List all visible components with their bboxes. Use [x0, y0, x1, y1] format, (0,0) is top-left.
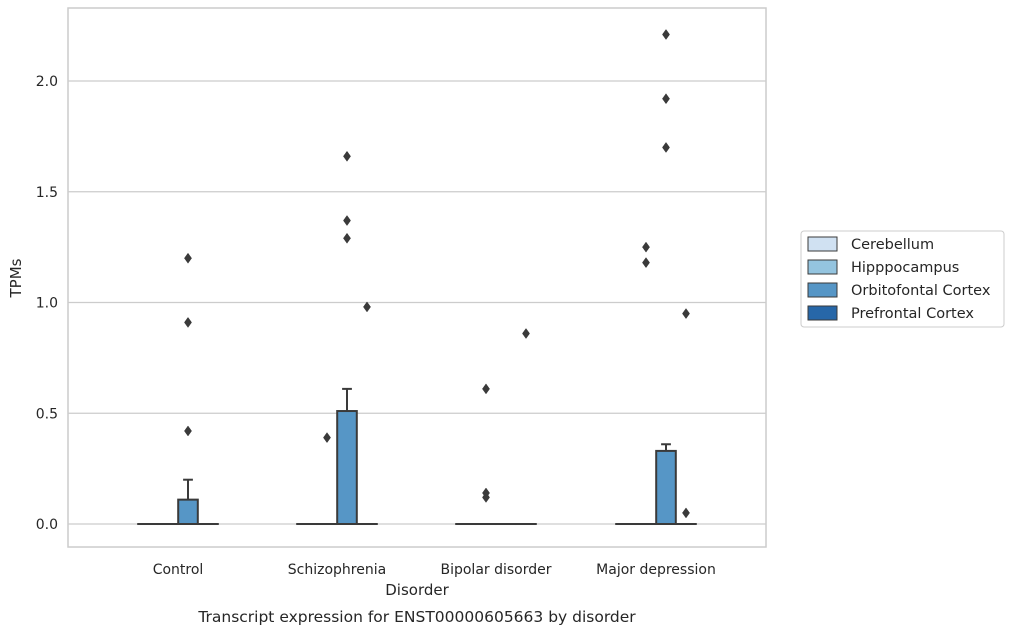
outlier-point [323, 432, 331, 444]
outlier-point [343, 150, 351, 162]
outlier-point [682, 308, 690, 320]
outlier-point [184, 317, 192, 328]
outlier-point [522, 328, 530, 339]
y-axis-label: TPMs [7, 258, 25, 298]
outlier-point [343, 215, 351, 226]
y-tick-label: 1.5 [36, 185, 58, 201]
box-3-1 [356, 301, 378, 526]
box-1-2 [475, 383, 497, 526]
outlier-point [482, 487, 490, 499]
x-tick-label: Control [153, 562, 204, 578]
box-2-1 [336, 150, 358, 525]
box-3-2 [515, 328, 537, 526]
outlier-point [184, 425, 192, 437]
legend-swatch [807, 259, 838, 275]
legend-label: Orbitofontal Cortex [851, 283, 991, 299]
legend: Cerebellum Hipppocampus Orbitofontal Corte… [800, 230, 1005, 328]
plot-area-frame [67, 7, 767, 548]
legend-swatch [807, 305, 838, 321]
outlier-point [343, 232, 351, 244]
box-body [336, 410, 358, 525]
legend-label: Prefrontal Cortex [851, 306, 974, 322]
box-3-3 [675, 308, 697, 526]
outlier-point [662, 29, 670, 40]
legend-swatch [807, 282, 838, 298]
box-marks [137, 29, 697, 526]
legend-label: Cerebellum [851, 237, 934, 253]
x-tick-label: Major depression [596, 562, 716, 578]
x-tick-label: Bipolar disorder [440, 562, 551, 578]
outlier-point [642, 241, 650, 253]
x-tick-label: Schizophrenia [288, 562, 386, 578]
outlier-point [363, 301, 371, 313]
outlier-point [682, 507, 690, 519]
box-body [177, 498, 199, 526]
outlier-point [482, 383, 490, 395]
box-2-3 [655, 29, 677, 525]
box-1-3 [635, 241, 657, 526]
legend-label: Hipppocampus [851, 260, 959, 276]
outlier-point [662, 93, 670, 105]
outlier-point [642, 257, 650, 269]
outlier-point [184, 252, 192, 264]
y-tick-labels: 0.0 0.5 1.0 1.5 2.0 [36, 74, 58, 533]
box-1-1 [316, 432, 338, 526]
y-tick-label: 2.0 [36, 74, 58, 90]
legend-swatch [807, 236, 838, 252]
y-tick-label: 0.0 [36, 517, 58, 533]
chart-caption: Transcript expression for ENST0000060566… [197, 608, 636, 626]
x-tick-labels: Control Schizophrenia Bipolar disorder Majo… [153, 562, 716, 578]
y-tick-label: 1.0 [36, 296, 58, 312]
box-2-0 [177, 252, 199, 526]
legend-frame [800, 230, 1005, 328]
x-axis-label: Disorder [385, 581, 449, 599]
outlier-point [662, 142, 670, 153]
y-tick-label: 0.5 [36, 406, 58, 422]
box-body [655, 449, 677, 525]
